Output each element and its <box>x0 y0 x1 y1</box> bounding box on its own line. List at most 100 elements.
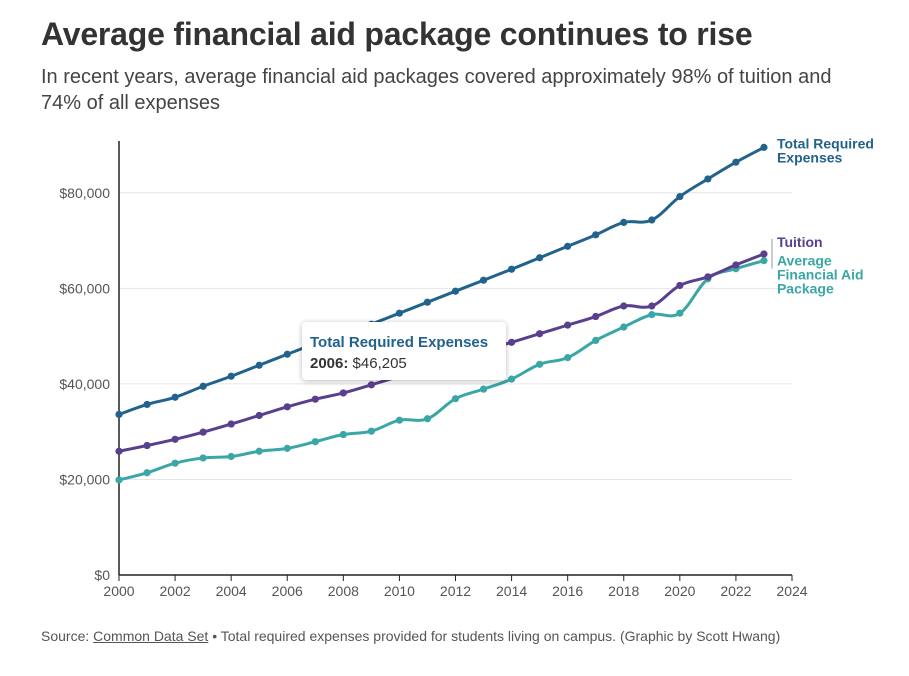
data-point-tuition <box>704 273 712 281</box>
data-point-tuition <box>171 435 179 443</box>
data-point-tuition <box>507 338 516 346</box>
source-footer: Source: Common Data Set • Total required… <box>41 626 891 647</box>
data-point-tuition <box>760 250 768 258</box>
data-point-aid <box>255 447 263 455</box>
data-point-aid <box>143 469 151 477</box>
data-point-aid <box>199 454 207 462</box>
hover-tooltip: Total Required Expenses 2006: $46,205 <box>302 322 506 380</box>
data-point-tuition <box>143 441 151 450</box>
tooltip-series-name: Total Required Expenses <box>310 334 489 351</box>
data-point-tuition <box>367 381 375 389</box>
data-point-total <box>255 361 263 369</box>
data-point-aid <box>227 452 235 461</box>
data-point-total <box>143 400 151 409</box>
end-label-total: Expenses <box>777 149 843 165</box>
data-point-aid <box>479 385 488 393</box>
data-point-total <box>171 393 179 401</box>
x-tick-label: 2022 <box>720 583 751 599</box>
data-point-total <box>732 158 740 166</box>
data-point-aid <box>451 395 460 403</box>
data-point-tuition <box>255 411 263 420</box>
data-point-tuition <box>227 420 235 428</box>
tooltip-value-line: 2006: $46,205 <box>310 353 506 375</box>
tooltip-value: $46,205 <box>352 355 407 372</box>
data-point-aid <box>283 444 291 452</box>
data-point-total <box>395 309 404 317</box>
x-tick-label: 2020 <box>664 583 695 599</box>
data-point-total <box>423 298 432 306</box>
data-point-tuition <box>564 321 572 329</box>
data-point-tuition <box>283 403 291 411</box>
data-point-aid <box>339 430 347 439</box>
chart-title: Average financial aid package continues … <box>41 16 753 52</box>
data-point-tuition <box>732 261 740 269</box>
data-point-total <box>592 231 600 239</box>
x-tick-label: 2004 <box>216 583 247 599</box>
data-point-total <box>199 382 207 390</box>
data-point-tuition <box>592 312 600 321</box>
x-tick-label: 2016 <box>552 583 583 599</box>
x-tick-label: 2010 <box>384 583 415 599</box>
y-tick-label: $20,000 <box>59 471 110 487</box>
data-point-total <box>451 287 460 295</box>
y-tick-label: $80,000 <box>59 185 110 201</box>
data-point-tuition <box>115 447 123 455</box>
x-tick-label: 2018 <box>608 583 639 599</box>
y-tick-label: $0 <box>94 567 110 583</box>
data-point-total <box>620 218 628 226</box>
x-tick-label: 2000 <box>103 583 134 599</box>
data-point-total <box>676 193 684 201</box>
data-point-aid <box>648 311 656 319</box>
data-point-aid <box>760 257 768 265</box>
chart-subtitle: In recent years, average financial aid p… <box>41 66 832 114</box>
data-point-aid <box>507 375 516 383</box>
data-point-aid <box>620 323 628 331</box>
data-point-tuition <box>620 302 628 310</box>
data-point-total <box>704 175 712 183</box>
tooltip-year: 2006: <box>310 355 349 372</box>
data-point-tuition <box>536 330 544 338</box>
data-point-aid <box>592 336 600 345</box>
source-link[interactable]: Common Data Set <box>93 628 209 644</box>
data-point-total <box>564 242 572 250</box>
x-tick-label: 2002 <box>160 583 191 599</box>
data-point-aid <box>536 360 544 368</box>
x-tick-label: 2008 <box>328 583 359 599</box>
data-point-aid <box>115 476 123 484</box>
data-point-total <box>760 143 768 151</box>
x-tick-label: 2024 <box>776 583 807 599</box>
source-note: • Total required expenses provided for s… <box>208 628 781 644</box>
data-point-aid <box>564 354 572 362</box>
data-point-tuition <box>676 281 684 290</box>
data-point-total <box>283 350 291 358</box>
data-point-total <box>479 276 488 284</box>
data-point-total <box>536 254 544 262</box>
line-chart: $0 $20,000 $40,000 $60,000 $80,000 2000 2002 20… <box>59 135 874 599</box>
y-tick-label: $60,000 <box>59 280 110 296</box>
series-aid <box>115 257 768 484</box>
data-point-aid <box>676 309 684 317</box>
end-label-aid: Average <box>777 253 832 269</box>
data-point-tuition <box>199 428 207 436</box>
data-point-total <box>648 216 656 224</box>
x-tick-label: 2006 <box>272 583 303 599</box>
data-point-total <box>227 372 235 380</box>
x-tick-label: 2014 <box>496 583 527 599</box>
source-prefix: Source: <box>41 628 94 644</box>
end-label-total: Total Required <box>777 135 874 151</box>
y-tick-label: $40,000 <box>59 376 110 392</box>
end-label-tuition: Tuition <box>777 234 823 250</box>
data-point-total <box>115 410 123 419</box>
data-point-aid <box>367 427 375 435</box>
data-point-aid <box>395 416 404 424</box>
data-point-tuition <box>311 395 319 403</box>
end-label-aid: Package <box>777 281 834 297</box>
data-point-tuition <box>648 302 656 310</box>
data-point-aid <box>171 459 179 467</box>
data-point-aid <box>311 438 319 446</box>
x-tick-label: 2012 <box>440 583 471 599</box>
data-point-aid <box>423 415 432 423</box>
data-point-total <box>507 265 516 273</box>
data-point-tuition <box>339 389 347 397</box>
end-label-aid: Financial Aid <box>777 267 864 283</box>
